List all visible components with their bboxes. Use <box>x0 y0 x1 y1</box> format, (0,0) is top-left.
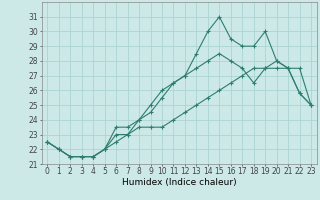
X-axis label: Humidex (Indice chaleur): Humidex (Indice chaleur) <box>122 178 236 187</box>
